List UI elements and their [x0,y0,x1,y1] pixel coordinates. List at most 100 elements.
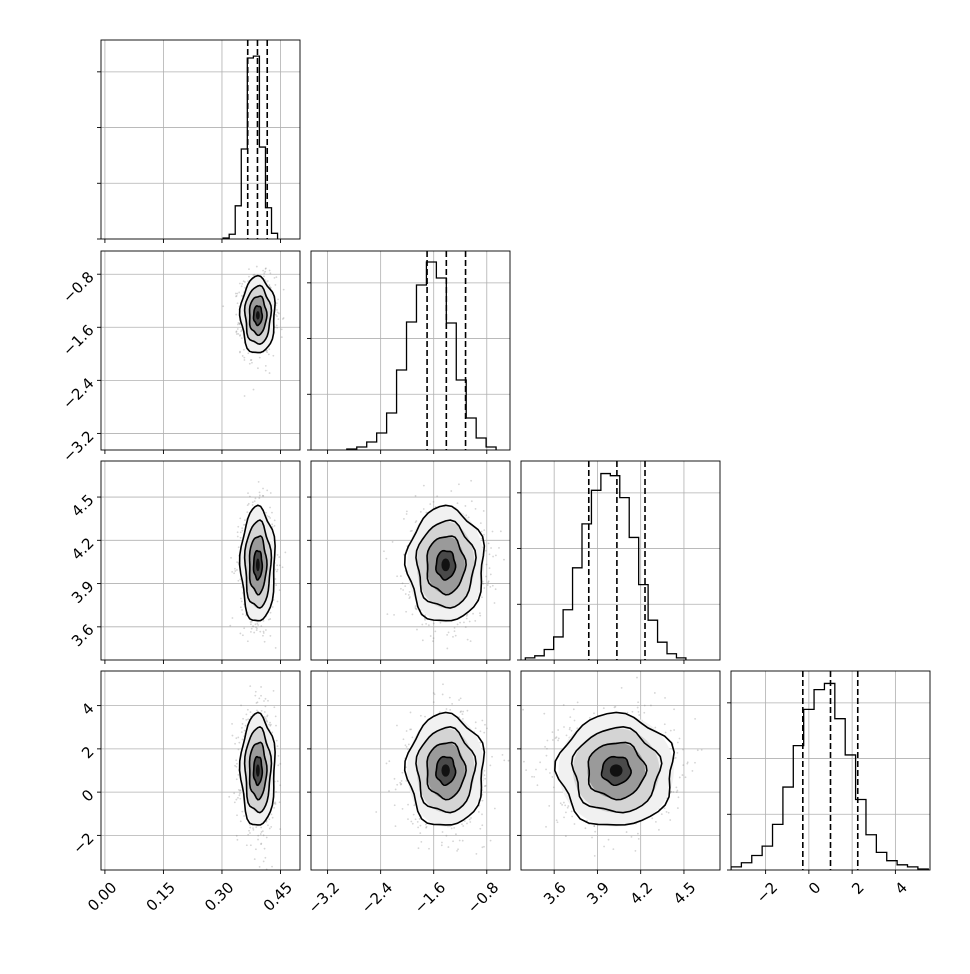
scatter-point [480,730,482,732]
scatter-point [257,839,259,841]
scatter-point [247,640,249,642]
scatter-point [259,495,261,497]
scatter-point [234,765,236,767]
scatter-point [525,769,527,771]
scatter-point [491,756,493,758]
scatter-point [266,716,268,718]
scatter-point [492,585,494,587]
scatter-point [237,526,239,528]
scatter-point [271,813,273,815]
scatter-point [428,624,430,626]
scatter-point [263,272,265,274]
scatter-point [486,564,488,566]
scatter-point [263,861,265,863]
scatter-point [481,596,483,598]
scatter-point [235,737,237,739]
scatter-point [259,866,261,868]
scatter-point [256,629,258,631]
scatter-point [569,716,571,718]
scatter-point [244,359,246,361]
scatter-point [236,835,238,837]
scatter-point [636,677,638,679]
panel-frame [311,251,510,450]
scatter-point [263,632,265,634]
scatter-point [375,811,377,813]
scatter-point [420,715,422,717]
scatter-point [238,292,240,294]
scatter-point [452,636,454,638]
scatter-point [424,716,426,718]
scatter-point [275,715,277,717]
scatter-point [271,523,273,525]
scatter-point [420,511,422,513]
scatter-point [417,827,419,829]
scatter-point [654,692,656,694]
scatter-point [451,828,453,830]
scatter-point [472,613,474,615]
scatter-point [260,827,262,829]
scatter-point [237,302,239,304]
scatter-point [239,283,241,285]
scatter-point [273,706,275,708]
scatter-point [508,760,510,762]
scatter-panel-2-1 [307,461,516,664]
scatter-point [246,511,248,513]
histogram-step [347,262,496,450]
scatter-point [478,811,480,813]
scatter-point [470,640,472,642]
scatter-point [413,814,415,816]
scatter-point [460,711,462,713]
scatter-point [396,575,398,577]
scatter-point [265,365,267,367]
scatter-point [248,830,250,832]
scatter-point [492,531,494,533]
scatter-point [271,512,273,514]
scatter-point [263,620,265,622]
scatter-point [245,725,247,727]
scatter-point [259,631,261,633]
scatter-point [500,530,502,532]
scatter-point [284,552,286,554]
scatter-point [261,831,263,833]
scatter-point [269,828,271,830]
scatter-point [502,754,504,756]
scatter-point [412,614,414,616]
scatter-point [253,389,255,391]
scatter-point [466,618,468,620]
scatter-point [455,833,457,835]
scatter-point [277,569,279,571]
scatter-point [483,529,485,531]
scatter-point [682,774,684,776]
scatter-point [486,727,488,729]
scatter-point [248,503,250,505]
panel-frame [101,251,300,450]
scatter-point [238,749,240,751]
scatter-point [240,330,242,332]
scatter-point [457,623,459,625]
scatter-point [260,833,262,835]
scatter-point [246,844,248,846]
scatter-point [257,367,259,369]
scatter-point [263,275,265,277]
scatter-point [459,840,461,842]
scatter-point [419,818,421,820]
scatter-point [403,518,405,520]
scatter-point [239,633,241,635]
scatter-point [244,519,246,521]
scatter-point [257,835,259,837]
scatter-point [465,505,467,507]
scatter-point [264,716,266,718]
scatter-point [386,763,388,765]
scatter-point [408,594,410,596]
density-fill [256,558,260,571]
scatter-point [247,718,249,720]
scatter-point [442,683,444,685]
scatter-point [240,537,242,539]
scatter-point [489,586,491,588]
scatter-point [475,727,477,729]
scatter-point [270,724,272,726]
scatter-point [401,780,403,782]
scatter-point [258,481,260,483]
scatter-point [275,276,277,278]
